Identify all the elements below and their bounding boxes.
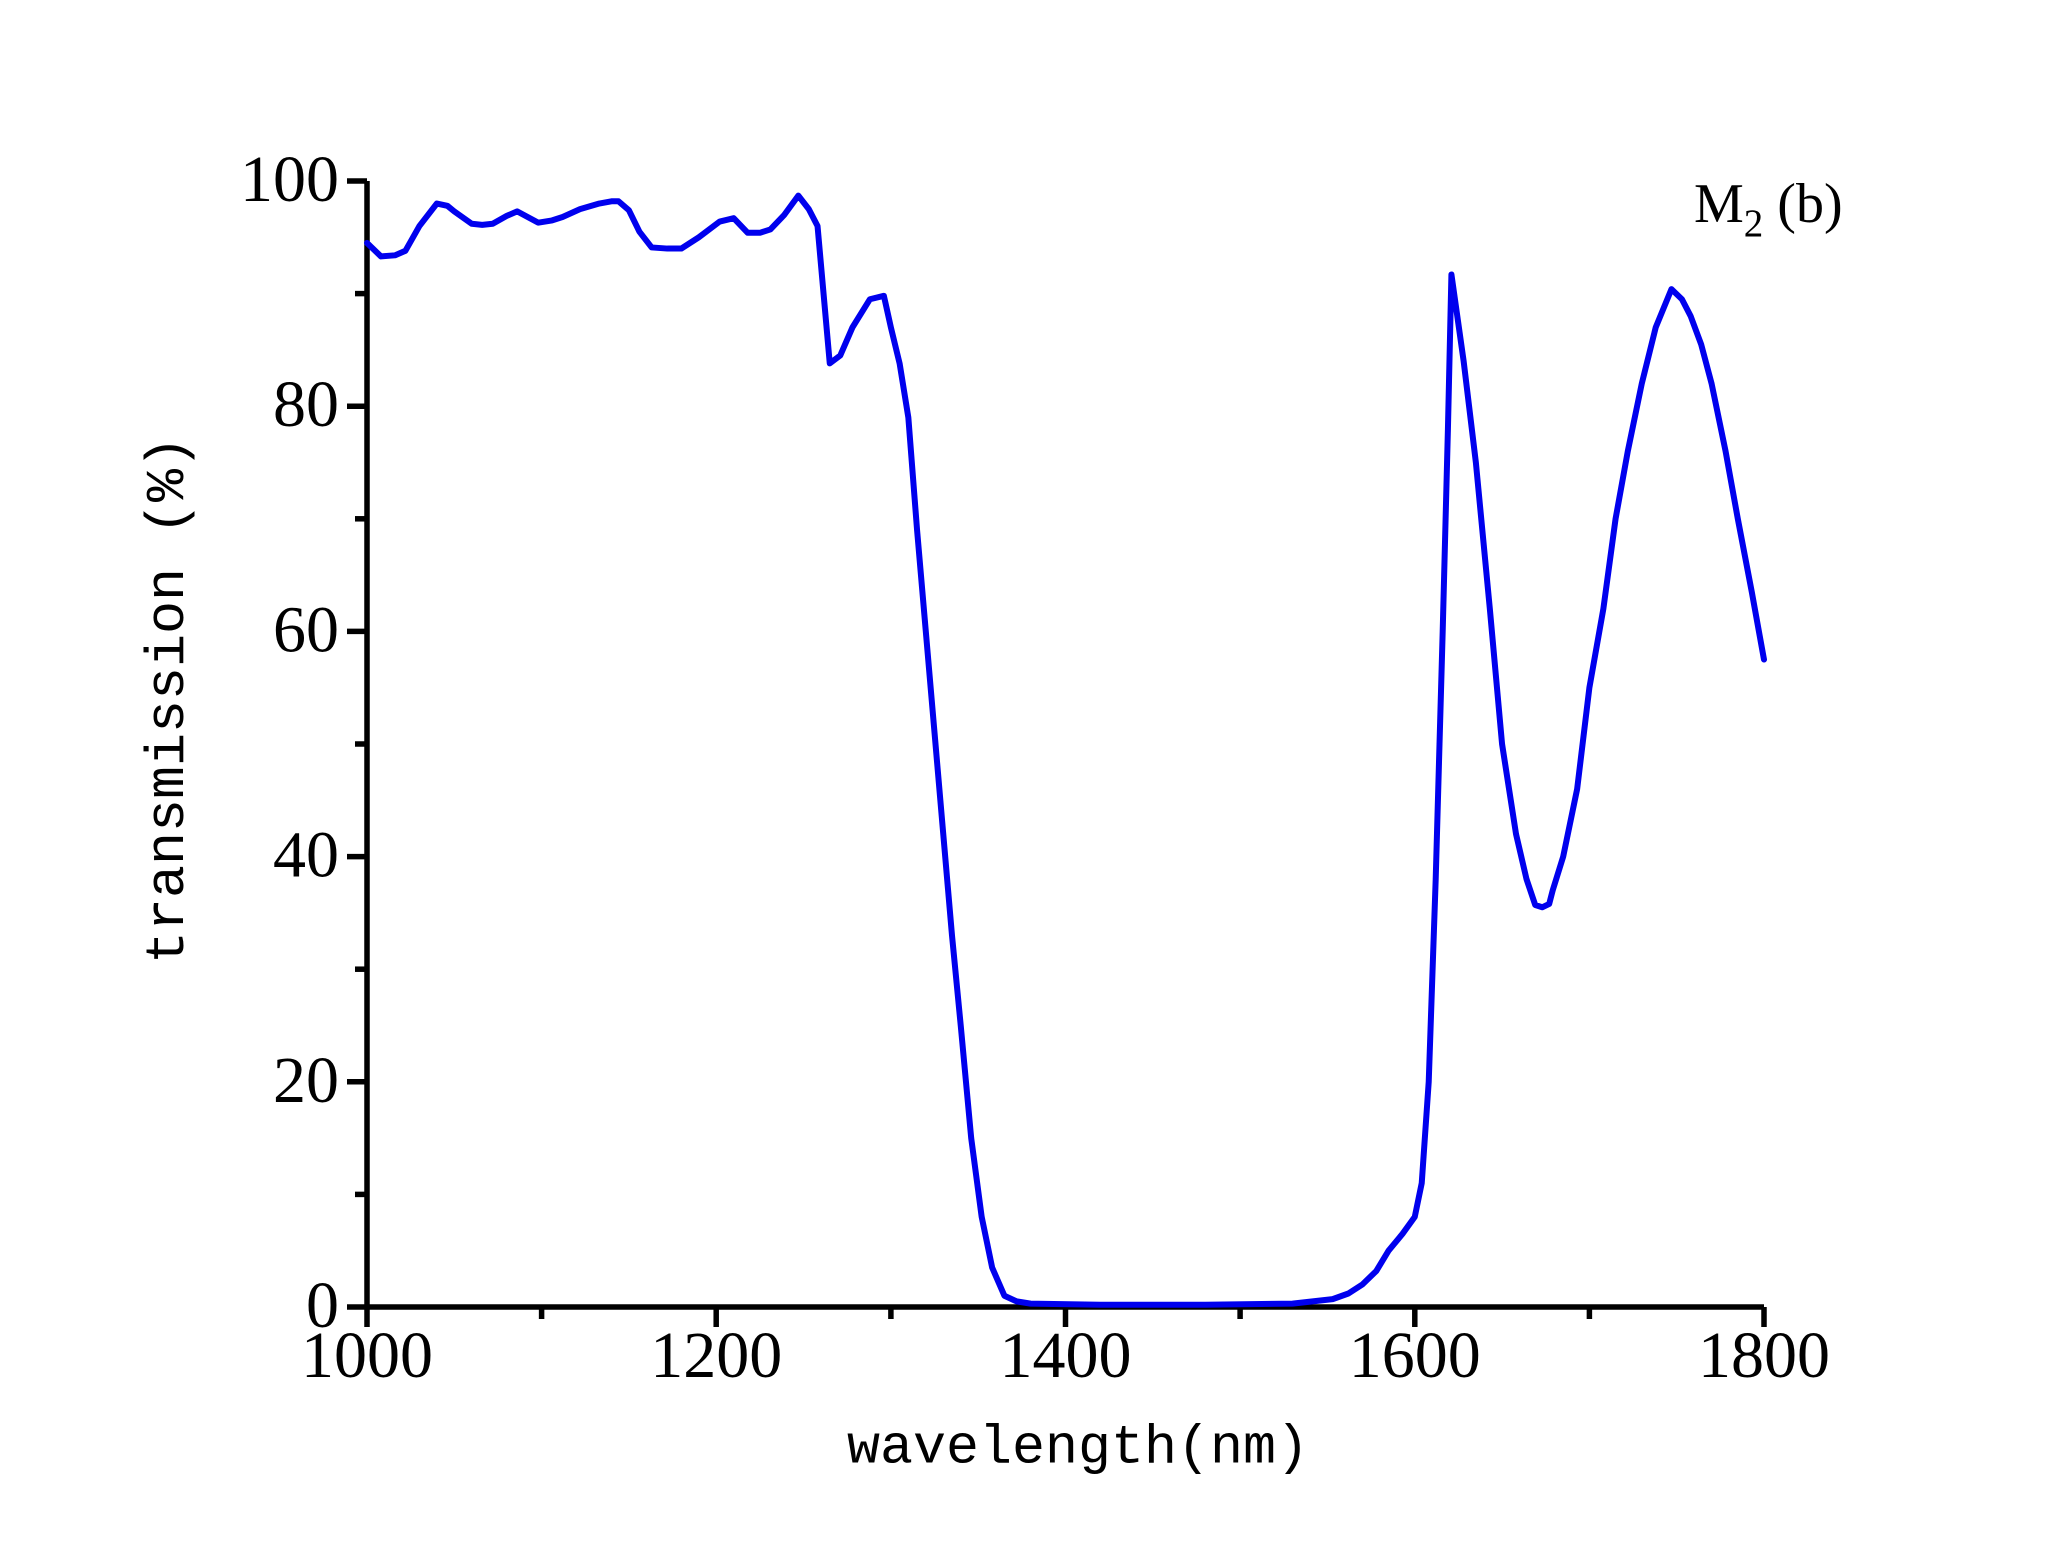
svg-text:40: 40 bbox=[273, 819, 339, 892]
svg-text:1400: 1400 bbox=[1000, 1319, 1132, 1392]
svg-text:M2 (b): M2 (b) bbox=[1694, 173, 1843, 245]
svg-text:60: 60 bbox=[273, 593, 339, 666]
svg-text:1600: 1600 bbox=[1349, 1319, 1481, 1392]
svg-text:80: 80 bbox=[273, 368, 339, 441]
svg-text:100: 100 bbox=[240, 143, 339, 216]
svg-text:1200: 1200 bbox=[650, 1319, 782, 1392]
svg-text:wavelength(nm): wavelength(nm) bbox=[847, 1417, 1309, 1480]
svg-text:20: 20 bbox=[273, 1044, 339, 1117]
svg-text:0: 0 bbox=[306, 1269, 339, 1342]
svg-text:transmission (%): transmission (%) bbox=[137, 436, 200, 964]
svg-text:1800: 1800 bbox=[1698, 1319, 1830, 1392]
